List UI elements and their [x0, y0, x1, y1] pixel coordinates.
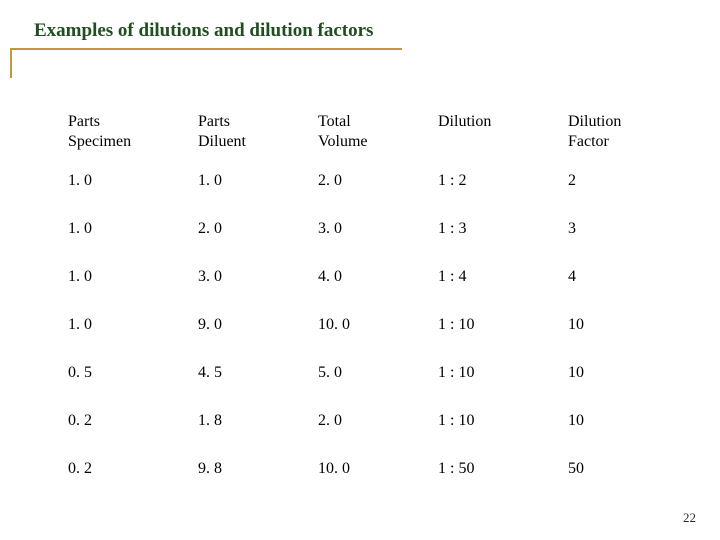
- cell-dilution-factor: 50: [560, 460, 660, 508]
- table-row: 1. 0 3. 0 4. 0 1 : 4 4: [60, 268, 660, 316]
- table-row: 1. 0 9. 0 10. 0 1 : 10 10: [60, 316, 660, 364]
- cell-parts-diluent: 3. 0: [190, 268, 310, 316]
- col-header-line: Dilution: [568, 113, 621, 130]
- table-row: 0. 5 4. 5 5. 0 1 : 10 10: [60, 364, 660, 412]
- dilution-table: Parts Specimen Parts Diluent Total Volum…: [60, 112, 660, 508]
- table-row: 0. 2 9. 8 10. 0 1 : 50 50: [60, 460, 660, 508]
- table-body: 1. 0 1. 0 2. 0 1 : 2 2 1. 0 2. 0 3. 0 1 …: [60, 172, 660, 508]
- title-rule-horizontal: [10, 48, 402, 50]
- cell-total-volume: 3. 0: [310, 220, 430, 268]
- table-row: 1. 0 1. 0 2. 0 1 : 2 2: [60, 172, 660, 220]
- title-rule-vertical: [10, 48, 12, 78]
- cell-dilution: 1 : 3: [430, 220, 560, 268]
- cell-dilution: 1 : 10: [430, 364, 560, 412]
- cell-total-volume: 4. 0: [310, 268, 430, 316]
- table-header-row: Parts Specimen Parts Diluent Total Volum…: [60, 112, 660, 172]
- col-header-line: Volume: [318, 133, 367, 150]
- cell-parts-specimen: 1. 0: [60, 220, 190, 268]
- cell-total-volume: 10. 0: [310, 316, 430, 364]
- cell-parts-diluent: 1. 8: [190, 412, 310, 460]
- cell-dilution: 1 : 10: [430, 412, 560, 460]
- cell-dilution: 1 : 2: [430, 172, 560, 220]
- cell-parts-specimen: 0. 2: [60, 412, 190, 460]
- cell-dilution: 1 : 50: [430, 460, 560, 508]
- cell-parts-diluent: 9. 8: [190, 460, 310, 508]
- table-row: 0. 2 1. 8 2. 0 1 : 10 10: [60, 412, 660, 460]
- cell-dilution-factor: 4: [560, 268, 660, 316]
- col-header-parts-specimen: Parts Specimen: [60, 112, 190, 172]
- col-header-line: Factor: [568, 133, 609, 150]
- table-header: Parts Specimen Parts Diluent Total Volum…: [60, 112, 660, 172]
- cell-dilution: 1 : 4: [430, 268, 560, 316]
- col-header-line: Specimen: [68, 133, 131, 150]
- cell-parts-specimen: 0. 5: [60, 364, 190, 412]
- col-header-line: Diluent: [198, 133, 246, 150]
- cell-parts-diluent: 2. 0: [190, 220, 310, 268]
- cell-parts-diluent: 1. 0: [190, 172, 310, 220]
- cell-parts-specimen: 1. 0: [60, 172, 190, 220]
- cell-parts-specimen: 0. 2: [60, 460, 190, 508]
- col-header-line: Parts: [68, 113, 100, 130]
- cell-total-volume: 2. 0: [310, 172, 430, 220]
- cell-dilution-factor: 10: [560, 316, 660, 364]
- cell-total-volume: 2. 0: [310, 412, 430, 460]
- col-header-line: Total: [318, 113, 351, 130]
- cell-dilution-factor: 3: [560, 220, 660, 268]
- cell-dilution-factor: 10: [560, 364, 660, 412]
- cell-total-volume: 10. 0: [310, 460, 430, 508]
- col-header-dilution: Dilution: [430, 112, 560, 172]
- cell-dilution: 1 : 10: [430, 316, 560, 364]
- cell-parts-diluent: 4. 5: [190, 364, 310, 412]
- page-number: 22: [683, 510, 696, 526]
- col-header-total-volume: Total Volume: [310, 112, 430, 172]
- col-header-parts-diluent: Parts Diluent: [190, 112, 310, 172]
- col-header-dilution-factor: Dilution Factor: [560, 112, 660, 172]
- table-row: 1. 0 2. 0 3. 0 1 : 3 3: [60, 220, 660, 268]
- col-header-line: Parts: [198, 113, 230, 130]
- cell-parts-specimen: 1. 0: [60, 316, 190, 364]
- cell-parts-diluent: 9. 0: [190, 316, 310, 364]
- cell-parts-specimen: 1. 0: [60, 268, 190, 316]
- page-title: Examples of dilutions and dilution facto…: [30, 20, 377, 48]
- cell-dilution-factor: 2: [560, 172, 660, 220]
- cell-total-volume: 5. 0: [310, 364, 430, 412]
- col-header-line: Dilution: [438, 113, 491, 130]
- cell-dilution-factor: 10: [560, 412, 660, 460]
- slide: Examples of dilutions and dilution facto…: [0, 0, 720, 540]
- title-block: Examples of dilutions and dilution facto…: [30, 20, 377, 48]
